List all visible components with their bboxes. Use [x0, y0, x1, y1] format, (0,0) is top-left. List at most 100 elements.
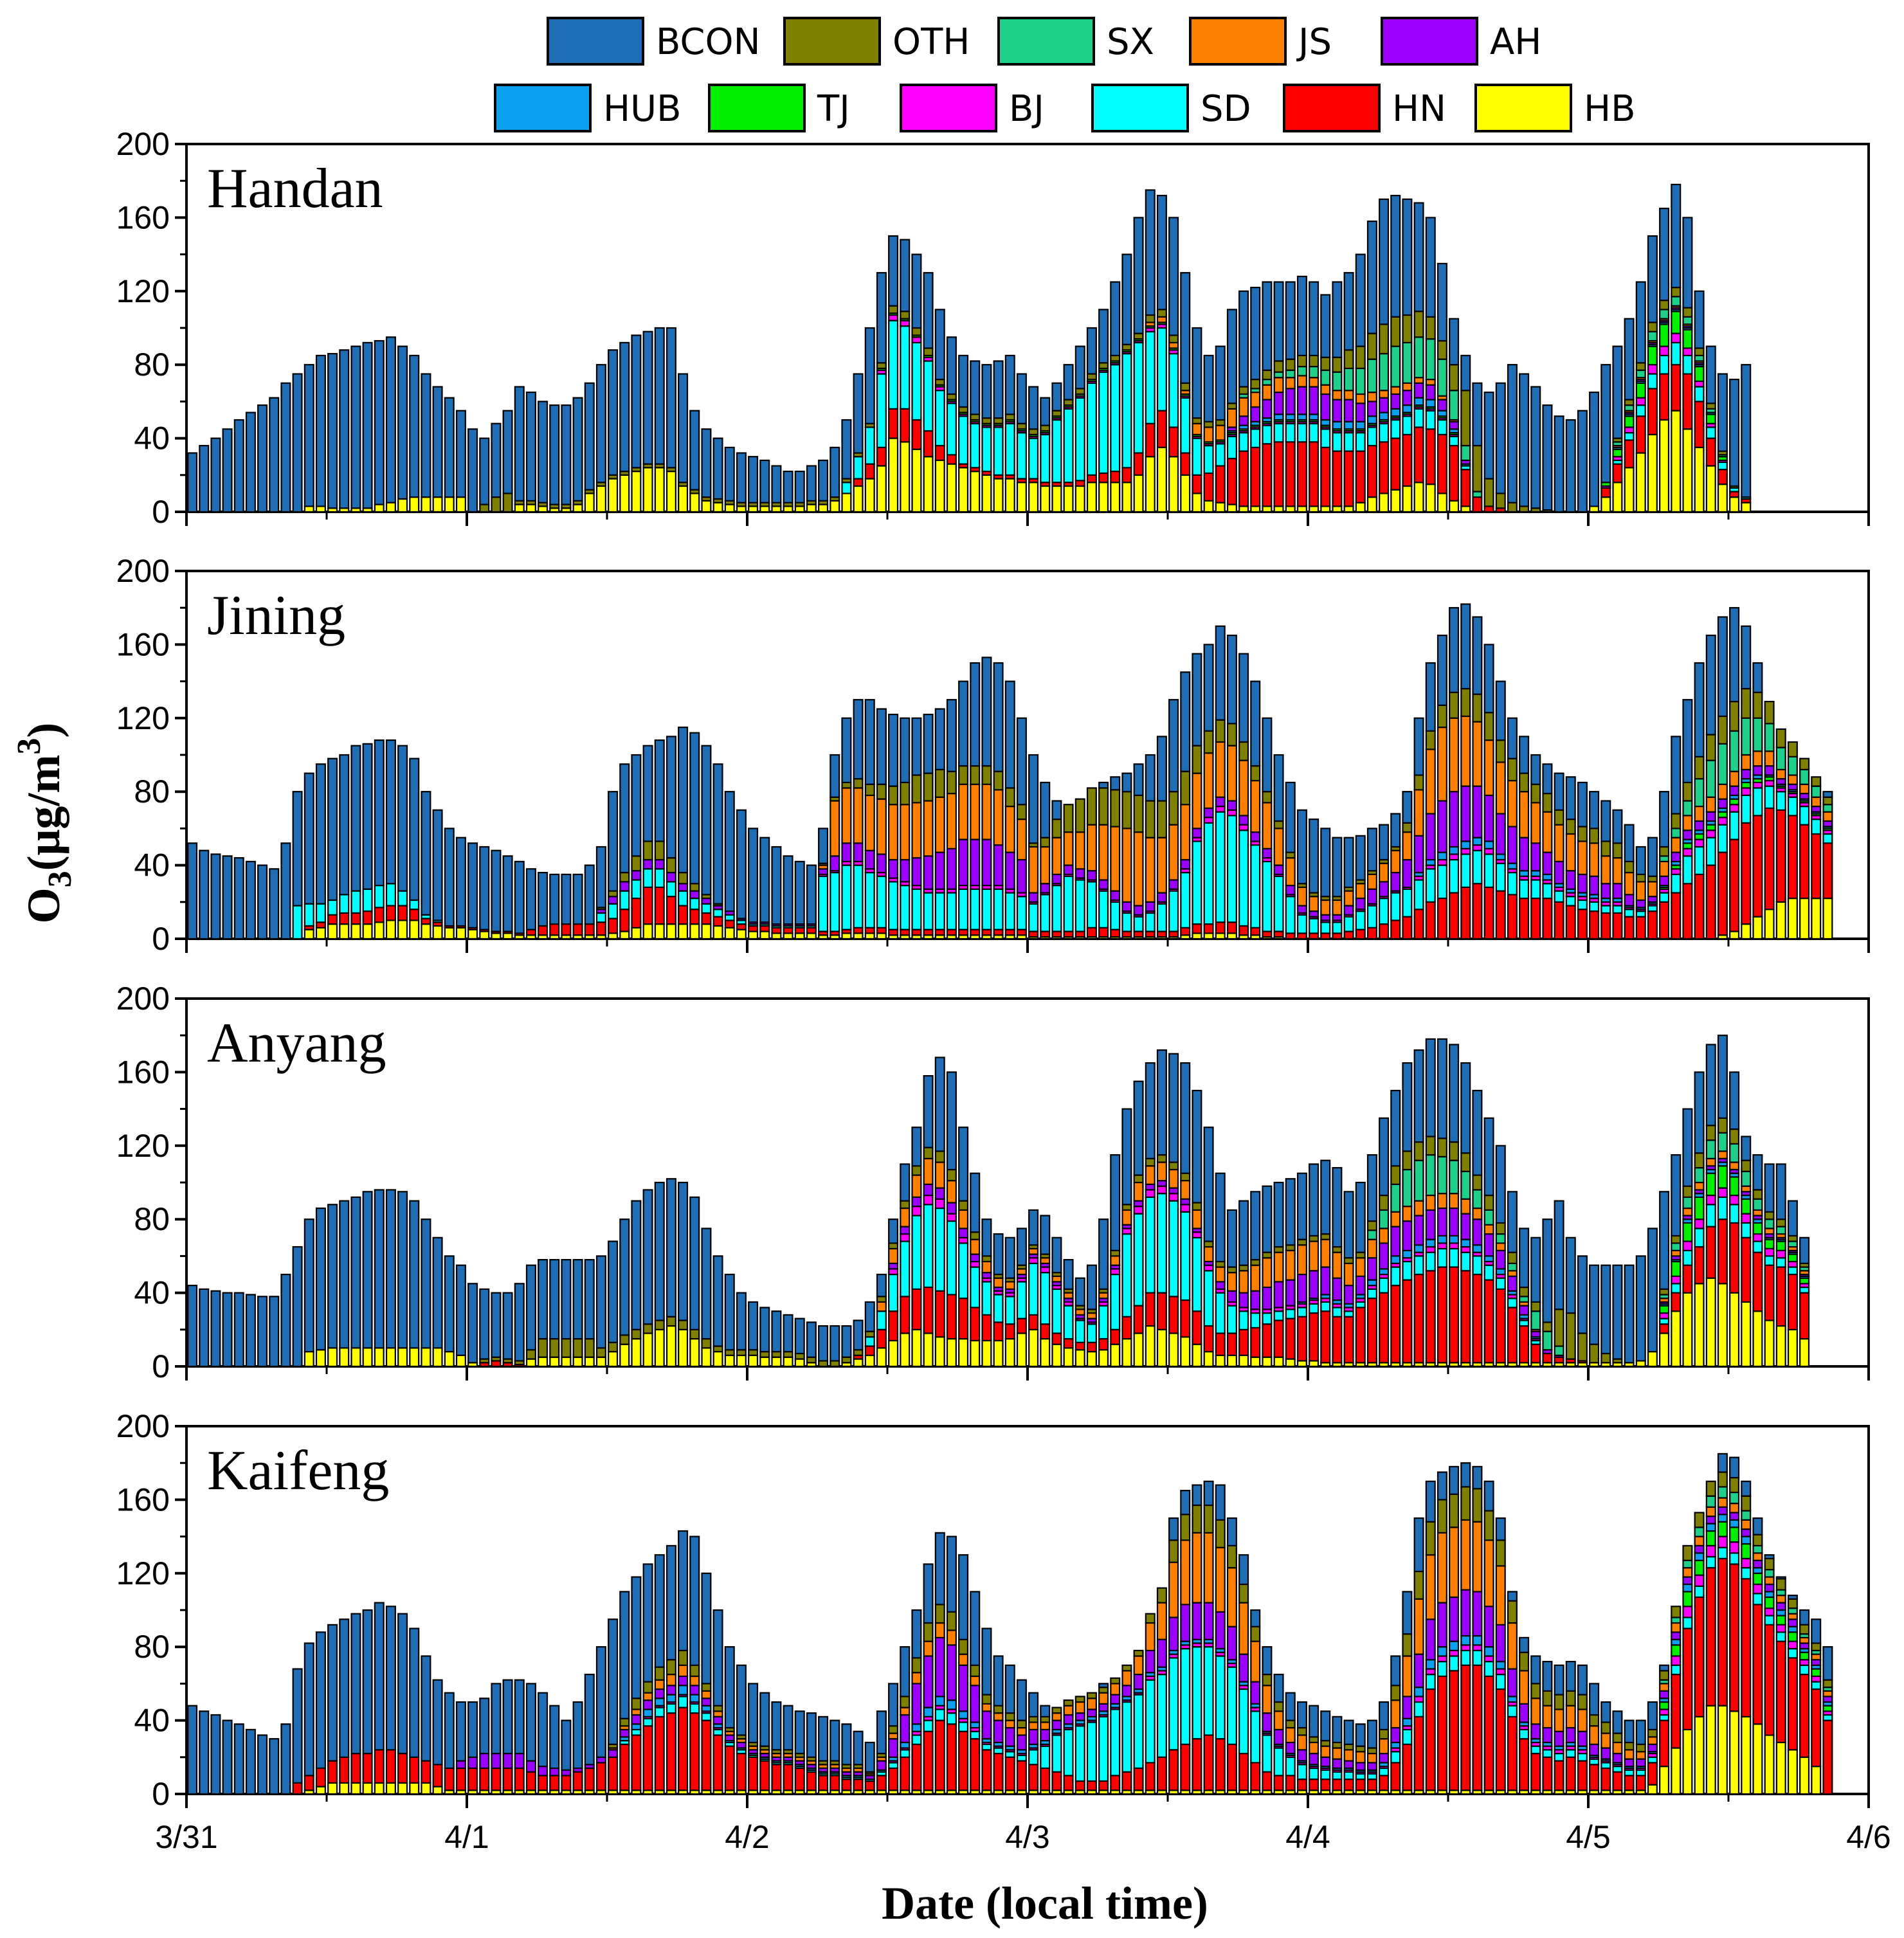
bar-oth-77 [1086, 373, 1097, 381]
bar-oth-60 [888, 305, 899, 314]
bar-bcon-63 [923, 1075, 934, 1148]
bar-bcon-73 [1040, 1215, 1051, 1255]
bar-js-72 [1028, 846, 1039, 894]
bar-oth-134 [1752, 1534, 1763, 1546]
bar-oth-37 [619, 1717, 630, 1727]
bar-hub-105 [1413, 397, 1424, 406]
bar-hn-52 [794, 1767, 805, 1791]
bar-hb-12 [327, 1347, 338, 1368]
bar-oth-82 [1145, 1157, 1156, 1167]
bar-hn-70 [1004, 928, 1015, 936]
bar-hb-128 [1682, 428, 1693, 513]
bar-js-100 [1355, 1257, 1366, 1277]
bar-oth-121 [1600, 1721, 1611, 1734]
bar-hn-67 [970, 928, 981, 936]
bar-hn-99 [1343, 450, 1354, 507]
bar-bcon-86 [1192, 1484, 1202, 1507]
bar-ah-78 [1098, 879, 1109, 890]
bar-ah-67 [970, 838, 981, 887]
bar-hb-62 [911, 1328, 922, 1368]
bar-bcon-62 [911, 1609, 922, 1659]
bar-oth-100 [1355, 1745, 1366, 1753]
bar-hn-98 [1332, 450, 1343, 507]
bar-hn-124 [1635, 916, 1646, 940]
bar-bcon-59 [876, 1710, 887, 1755]
bar-js-107 [1437, 726, 1447, 802]
bar-oth-132 [1729, 700, 1740, 732]
bar-oth-110 [1472, 693, 1483, 723]
bar-js-86 [1192, 772, 1202, 829]
bar-hn-94 [1285, 932, 1296, 940]
bar-js-56 [841, 787, 852, 844]
bar-ah-105 [1413, 382, 1424, 399]
bar-bcon-105 [1413, 1517, 1424, 1573]
bar-hn-60 [888, 928, 899, 936]
bar-js-87 [1203, 1532, 1214, 1604]
bar-sd-45 [712, 1728, 723, 1736]
bar-sd-59 [876, 373, 887, 449]
bar-oth-78 [1098, 1687, 1109, 1694]
bar-bcon-5 [245, 412, 256, 513]
bar-hn-51 [783, 1764, 793, 1791]
bar-oth-137 [1787, 1598, 1798, 1609]
bar-sd-97 [1320, 1769, 1331, 1780]
bar-bcon-32 [561, 404, 572, 505]
bar-hb-106 [1425, 483, 1436, 513]
bar-oth-99 [1343, 349, 1354, 370]
bar-hb-90 [1238, 1354, 1249, 1368]
bar-sx-135 [1764, 1218, 1775, 1229]
bar-oth-95 [1296, 354, 1307, 368]
bar-js-86 [1192, 1532, 1202, 1604]
bar-oth-97 [1320, 1739, 1331, 1747]
bar-ah-23 [455, 1760, 466, 1770]
bar-ah-25 [479, 1752, 490, 1770]
bar-ah-91 [1250, 406, 1261, 422]
bar-bcon-4 [233, 857, 244, 940]
bar-bcon-95 [1296, 275, 1307, 357]
y-tick-label: 160 [116, 626, 170, 662]
bar-sx-128 [1682, 1196, 1693, 1209]
bar-hb-133 [1741, 502, 1752, 513]
bar-sx-129 [1694, 354, 1705, 362]
bar-oth-66 [958, 1638, 969, 1655]
legend-swatch-sd [1091, 84, 1189, 132]
bar-bj-110 [1472, 1644, 1483, 1652]
bar-oth-84 [1168, 791, 1179, 826]
bar-bj-124 [1635, 397, 1646, 406]
bar-js-85 [1180, 1180, 1191, 1200]
bar-hub-105 [1413, 1687, 1424, 1698]
bar-js-69 [993, 1277, 1004, 1289]
bar-hn-139 [1811, 833, 1822, 900]
bar-sx-92 [1262, 378, 1273, 386]
bar-sd-90 [1238, 1688, 1249, 1755]
bar-sd-67 [970, 1266, 981, 1309]
bar-hub-132 [1729, 1519, 1740, 1528]
bar-sd-39 [642, 868, 653, 889]
bar-bcon-18 [397, 745, 408, 892]
bar-sd-86 [1192, 1236, 1202, 1312]
bar-hn-91 [1250, 446, 1261, 507]
bar-ah-100 [1355, 1275, 1366, 1296]
bar-js-59 [876, 798, 887, 855]
bar-hn-128 [1682, 883, 1693, 940]
bar-hn-116 [1542, 1756, 1553, 1791]
bar-hb-75 [1063, 485, 1074, 513]
bar-bcon-26 [491, 1292, 502, 1358]
bar-js-89 [1226, 745, 1237, 802]
bar-hn-47 [736, 1752, 747, 1791]
bar-bcon-88 [1215, 345, 1226, 421]
bar-ah-81 [1133, 1200, 1144, 1208]
bar-hn-92 [1262, 1323, 1273, 1358]
bar-hb-19 [409, 1347, 420, 1368]
bar-bcon-108 [1449, 1465, 1460, 1495]
bar-js-97 [1320, 1745, 1331, 1758]
bar-oth-135 [1764, 1557, 1775, 1571]
bar-bcon-23 [455, 410, 466, 498]
bar-sd-113 [1507, 1705, 1518, 1717]
bar-bj-127 [1671, 1655, 1682, 1666]
bar-sd-117 [1554, 1752, 1564, 1762]
bar-hb-86 [1192, 1343, 1202, 1368]
bar-hn-92 [1262, 1771, 1273, 1791]
legend-label-tj: TJ [817, 88, 850, 130]
bar-oth-105 [1413, 774, 1424, 791]
